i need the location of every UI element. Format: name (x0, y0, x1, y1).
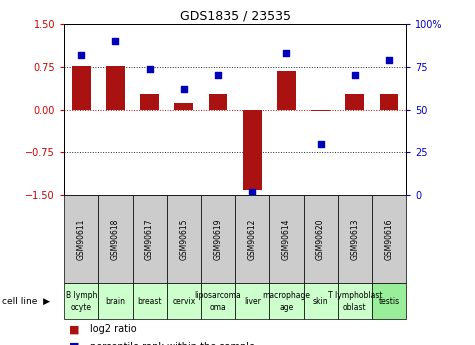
Text: age: age (279, 303, 294, 312)
Text: GSM90613: GSM90613 (351, 218, 359, 260)
Text: brain: brain (105, 296, 125, 306)
Point (351, 73, 359, 78)
Text: cell line  ▶: cell line ▶ (2, 296, 50, 306)
Point (112, 39, 119, 44)
Text: GSM90620: GSM90620 (316, 218, 325, 260)
Text: ■: ■ (69, 342, 79, 345)
Text: liposarcoma: liposarcoma (195, 291, 241, 300)
Text: GSM90616: GSM90616 (385, 218, 393, 260)
Text: GSM90619: GSM90619 (214, 218, 222, 260)
Bar (311, 110, 330, 111)
Text: GSM90614: GSM90614 (282, 218, 291, 260)
Point (180, 86, 188, 92)
Point (146, 66, 153, 71)
Bar (209, 93, 228, 110)
Point (385, 57, 393, 63)
Bar (140, 94, 159, 110)
Point (283, 50, 290, 56)
Text: macrophage: macrophage (262, 291, 311, 300)
Text: GSM90611: GSM90611 (77, 218, 86, 259)
Text: log2 ratio: log2 ratio (90, 325, 137, 334)
Text: oblast: oblast (343, 303, 367, 312)
Text: liver: liver (244, 296, 261, 306)
Text: cervix: cervix (172, 296, 195, 306)
Text: testis: testis (379, 296, 399, 306)
Point (248, 189, 256, 194)
Text: ocyte: ocyte (71, 303, 92, 312)
Text: GSM90612: GSM90612 (248, 218, 256, 259)
Text: skin: skin (313, 296, 328, 306)
Point (214, 73, 222, 78)
Text: GSM90618: GSM90618 (111, 218, 120, 259)
Text: GSM90615: GSM90615 (180, 218, 188, 260)
Text: GSM90617: GSM90617 (145, 218, 154, 260)
Bar (380, 94, 399, 110)
Bar (106, 66, 125, 110)
Text: percentile rank within the sample: percentile rank within the sample (90, 342, 255, 345)
Text: breast: breast (137, 296, 162, 306)
Text: oma: oma (209, 303, 227, 312)
Text: T lymphoblast: T lymphoblast (328, 291, 382, 300)
Point (77, 52, 85, 58)
Bar (243, 110, 262, 190)
Text: B lymph: B lymph (66, 291, 97, 300)
Bar (277, 71, 296, 110)
Bar (345, 94, 364, 110)
Title: GDS1835 / 23535: GDS1835 / 23535 (180, 10, 291, 23)
Point (317, 141, 324, 147)
Bar (174, 103, 193, 110)
Text: ■: ■ (69, 325, 79, 334)
Bar (72, 66, 91, 110)
